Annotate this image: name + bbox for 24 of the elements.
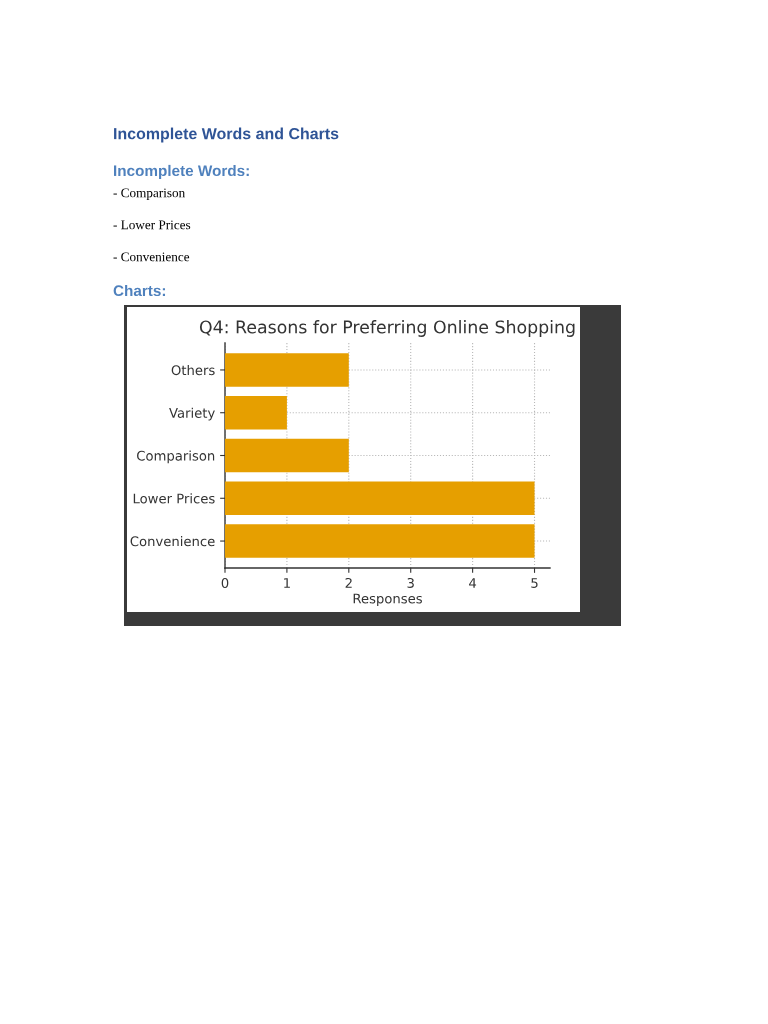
x-tick-label: 2 <box>345 577 352 588</box>
x-tick-label: 4 <box>469 578 477 588</box>
bar <box>225 396 287 430</box>
bar <box>225 524 535 558</box>
y-tick-label: Convenience <box>130 536 215 547</box>
text: - Comparison <box>113 188 185 200</box>
y-tick-label: Lower Prices <box>133 493 215 504</box>
x-tick-label: 3 <box>407 577 414 588</box>
text: - Convenience <box>113 252 190 262</box>
bar <box>225 353 349 387</box>
x-tick-label: 5 <box>531 578 538 588</box>
text: Charts: <box>113 284 166 297</box>
chart-title: Q4: Reasons for Preferring Online Shopping <box>199 320 575 337</box>
x-tick-label: 1 <box>284 578 290 588</box>
text: Incomplete Words and Charts <box>114 127 339 143</box>
text: Incomplete Words: <box>114 164 249 180</box>
text: - Lower Prices <box>113 220 191 230</box>
bar <box>225 481 535 515</box>
x-axis-title: Responses <box>353 593 422 607</box>
bar <box>225 438 349 473</box>
y-tick-label: Variety <box>169 407 215 421</box>
y-tick-label: Others <box>171 364 215 376</box>
x-tick-label: 0 <box>221 577 229 588</box>
y-tick-label: Comparison <box>137 450 215 464</box>
